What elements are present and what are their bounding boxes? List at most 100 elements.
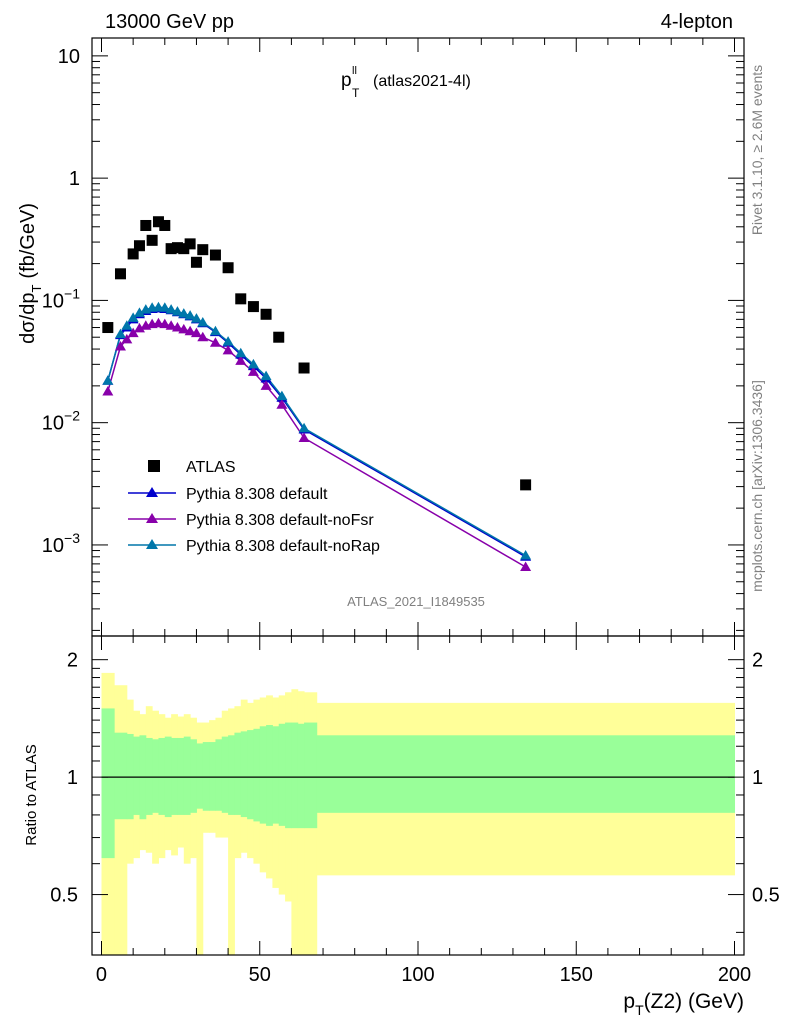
y-tick-label-main: 10−1 <box>42 285 80 312</box>
series-norap-point <box>165 304 177 314</box>
atlas-data-point <box>273 331 285 343</box>
ratio-band-outer <box>114 685 128 955</box>
ratio-band-inner <box>278 723 286 826</box>
atlas-data-point <box>140 219 152 231</box>
ratio-band-inner <box>183 736 191 815</box>
ratio-band-inner <box>202 742 210 811</box>
atlas-data-point <box>171 242 183 254</box>
header-right: 4-lepton <box>661 11 733 33</box>
series-norap-point <box>184 310 196 320</box>
series-norap-point <box>260 370 272 381</box>
series-nofsr-point <box>209 337 221 347</box>
atlas-data-point <box>178 243 190 255</box>
x-tick-label: 150 <box>560 964 593 986</box>
ratio-band-inner <box>316 735 736 813</box>
atlas-data-point <box>165 243 177 255</box>
atlas-data-point <box>127 248 139 260</box>
series-nofsr-point <box>127 327 139 338</box>
legend-marker-nofsr <box>146 513 158 523</box>
series-norap-point <box>127 312 139 322</box>
series-nofsr-point <box>121 333 133 344</box>
series-norap-point <box>222 336 234 346</box>
series-nofsr-point <box>159 318 171 329</box>
atlas-data-point <box>197 244 209 256</box>
ratio-band-inner <box>101 708 115 859</box>
atlas-data-point <box>222 262 234 274</box>
ratio-band-inner <box>114 732 128 820</box>
series-nofsr-line <box>107 322 526 568</box>
ratio-band-inner <box>297 723 305 829</box>
series-norap-point <box>159 302 171 312</box>
series-norap-point <box>276 390 288 401</box>
ratio-band-inner <box>240 731 248 818</box>
series-nofsr-point <box>184 325 196 336</box>
series-norap-point <box>235 347 247 358</box>
series-nofsr-point <box>133 322 145 333</box>
ratio-band-inner <box>285 722 292 829</box>
x-axis-label-pre: p <box>623 990 635 1013</box>
series-nofsr-point <box>114 340 126 351</box>
legend-label-atlas: ATLAS <box>186 459 236 476</box>
series-norap-point <box>190 313 202 323</box>
y-tick-label-ratio: 0.5 <box>50 885 78 907</box>
plot-title-paren: (atlas2021-4l) <box>373 73 471 90</box>
legend-item-atlas: ATLAS <box>148 459 236 476</box>
atlas-data-point <box>190 256 202 268</box>
y-tick-label-main: 10−3 <box>42 530 80 557</box>
atlas-data-point <box>298 362 310 374</box>
series-nofsr-point <box>247 366 259 376</box>
series-norap-point <box>102 375 114 385</box>
series-norap-point <box>197 316 209 327</box>
legend-label-nofsr: Pythia 8.308 default-noFsr <box>186 512 374 529</box>
x-axis-label: pT(Z2) (GeV) <box>623 990 744 1018</box>
series-norap-point <box>178 308 190 318</box>
atlas-data-point <box>260 308 272 320</box>
series-lines <box>102 301 532 572</box>
series-norap-point <box>114 328 126 339</box>
side-text-mcplots: mcplots.cern.ch [arXiv:1306.3436] <box>749 380 765 592</box>
series-norap-point <box>247 358 259 369</box>
legend-label-norap: Pythia 8.308 default-noRap <box>186 538 380 555</box>
atlas-data-point <box>152 216 164 228</box>
ratio-band-outer <box>196 722 204 955</box>
series-nofsr-point <box>235 355 247 365</box>
main-ylabel-sub: T <box>29 285 44 293</box>
y-tick-label-main: 10 <box>58 46 80 68</box>
series-norap-point <box>209 325 221 336</box>
ratio-band-inner <box>266 725 273 826</box>
x-axis-label-sub: T <box>635 1002 644 1018</box>
series-nofsr-point <box>178 323 190 334</box>
ratio-bands <box>101 672 736 955</box>
tick-labels: 0 50 100 150 200 10 1 10−1 10−2 10−3 2 2 1 1 0.5 0.5 <box>42 46 780 986</box>
atlas-data-point <box>209 249 221 261</box>
ratio-band-inner <box>304 722 318 829</box>
ratio-band-inner <box>171 737 178 815</box>
ratio-band-inner <box>253 728 261 822</box>
ratio-band-inner <box>158 737 166 815</box>
ratio-band-inner <box>291 722 299 829</box>
plot-title-sub: T <box>352 86 360 100</box>
x-tick-label: 0 <box>96 964 107 986</box>
legend-item-norap: Pythia 8.308 default-noRap <box>128 538 380 555</box>
ratio-band-inner <box>145 737 153 815</box>
atlas-data-point <box>114 268 126 280</box>
ratio-band-inner <box>209 742 216 811</box>
plot-title: p ll T (atlas2021-4l) <box>341 65 471 100</box>
series-norap-point <box>171 306 183 316</box>
legend-item-default: Pythia 8.308 default <box>128 486 328 503</box>
series-nofsr-point <box>222 344 234 355</box>
series-nofsr-point <box>197 331 209 342</box>
ratio-band-inner <box>234 732 242 815</box>
legend-label-default: Pythia 8.308 default <box>186 486 328 503</box>
series-nofsr-point <box>190 327 202 338</box>
ratio-band-outer <box>228 708 235 955</box>
ratio-ylabel: Ratio to ATLAS <box>23 744 40 845</box>
ratio-band-inner <box>215 739 223 811</box>
plot-title-main: p <box>341 70 352 91</box>
series-norap-point <box>121 320 133 330</box>
series-norap-point <box>520 549 532 560</box>
ratio-band-inner <box>228 735 235 815</box>
y-tick-label-ratio-right: 1 <box>752 767 763 789</box>
legend-item-nofsr: Pythia 8.308 default-noFsr <box>128 512 374 529</box>
